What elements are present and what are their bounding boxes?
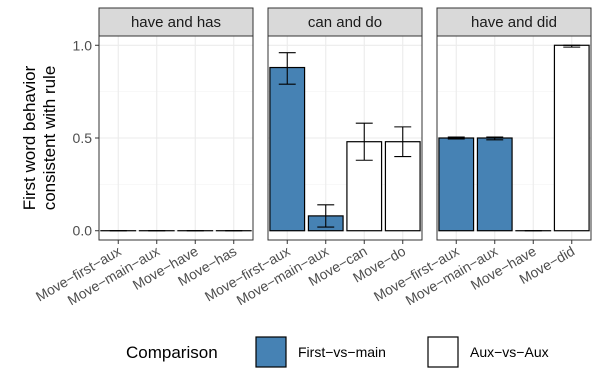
facet-strip-label: have and has (131, 14, 221, 31)
y-axis-title-line: First word behavior (20, 65, 39, 210)
y-tick-label: 1.0 (73, 37, 93, 53)
y-tick-label: 0.5 (73, 130, 93, 146)
bar (438, 137, 475, 232)
bar (553, 44, 590, 232)
facet-strip-label: can and do (308, 14, 382, 31)
y-tick-label: 0.0 (73, 223, 93, 239)
y-axis-title: First word behaviorconsistent with rule (20, 65, 59, 210)
legend-label: Aux−vs−Aux (470, 344, 549, 360)
legend-label: First−vs−main (298, 344, 386, 360)
facet-strip (98, 7, 254, 37)
facet-strip-label: have and did (471, 14, 557, 31)
bar (476, 137, 513, 232)
facet-strip (267, 7, 423, 37)
legend-key (255, 336, 287, 368)
facet-strip (436, 7, 592, 37)
panel-border (267, 35, 423, 241)
y-axis-title-line: consistent with rule (40, 66, 59, 211)
legend-key (427, 336, 459, 368)
legend-title: Comparison (126, 343, 218, 362)
bar (269, 66, 306, 232)
panel-border (436, 35, 592, 241)
